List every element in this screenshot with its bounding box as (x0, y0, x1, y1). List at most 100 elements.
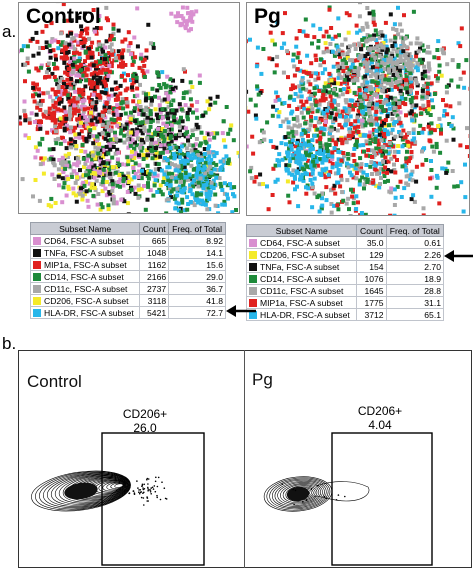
contour-divider (244, 350, 245, 568)
control-gate-name: CD206+ (122, 407, 168, 421)
table-row: MIP1a, FSC-A subset 1162 15.6 (29, 258, 226, 271)
count-cell: 3118 (139, 294, 170, 307)
subset-name: CD11c, FSC-A subset (260, 285, 344, 296)
header-count: Count (356, 224, 387, 237)
color-swatch (249, 286, 257, 295)
subset-name: CD64, FSC-A subset (260, 237, 340, 248)
subset-name: HLA-DR, FSC-A subset (44, 307, 134, 318)
subset-name: CD206, FSC-A subset (260, 249, 345, 260)
control-gate-label: CD206+ 26.0 (105, 407, 185, 435)
subset-name: HLA-DR, FSC-A subset (260, 309, 350, 320)
freq-cell: 29.0 (168, 270, 226, 283)
subset-name: TNFa, FSC-A subset (44, 247, 124, 258)
control-sample-label: Control (27, 372, 82, 391)
subset-name: CD64, FSC-A subset (44, 235, 124, 246)
pg-tsne-title: Pg (254, 5, 281, 28)
pg-tsne-scatter (247, 3, 469, 215)
pg-frequency-table: Subset Name Count Freq. of Total CD64, F… (245, 224, 445, 321)
subset-name-cell: CD206, FSC-A subset (245, 248, 358, 261)
pg-tsne-plot: Pg (246, 2, 470, 216)
count-cell: 1076 (356, 272, 387, 285)
header-freq: Freq. of Total (168, 222, 226, 235)
subset-name-cell: CD14, FSC-A subset (29, 270, 141, 283)
freq-cell: 0.61 (385, 236, 445, 249)
color-swatch (33, 260, 41, 269)
freq-cell: 31.1 (385, 296, 445, 309)
table-header-row: Subset Name Count Freq. of Total (29, 222, 226, 235)
table-row: CD11c, FSC-A subset 1645 28.8 (245, 284, 445, 297)
pg-gate-value: 4.04 (368, 418, 392, 432)
color-swatch (33, 236, 41, 245)
freq-cell: 72.7 (168, 306, 226, 319)
table-row: CD11c, FSC-A subset 2737 36.7 (29, 282, 226, 295)
pg-gate-label: CD206+ 4.04 (340, 404, 420, 432)
panel-b-label: b. (2, 334, 17, 353)
panel-a-label: a. (2, 22, 17, 41)
pg-contour-plot (263, 432, 433, 566)
count-cell: 5421 (139, 306, 170, 319)
control-tsne-title: Control (26, 5, 101, 28)
header-count: Count (139, 222, 170, 235)
subset-name-cell: HLA-DR, FSC-A subset (29, 306, 141, 319)
header-subset-name: Subset Name (29, 222, 141, 235)
color-swatch (33, 296, 41, 305)
count-cell: 154 (356, 260, 387, 273)
subset-name-cell: CD64, FSC-A subset (245, 236, 358, 249)
color-swatch (249, 250, 257, 259)
table-row: CD64, FSC-A subset 35.0 0.61 (245, 236, 445, 249)
subset-name-cell: CD64, FSC-A subset (29, 234, 141, 247)
count-cell: 665 (139, 234, 170, 247)
count-cell: 3712 (356, 308, 387, 321)
subset-name-cell: CD11c, FSC-A subset (29, 282, 141, 295)
subset-name-cell: TNFa, FSC-A subset (29, 246, 141, 259)
subset-name-cell: MIP1a, FSC-A subset (29, 258, 141, 271)
subset-name-cell: MIP1a, FSC-A subset (245, 296, 358, 309)
subset-name: MIP1a, FSC-A subset (260, 297, 343, 308)
count-cell: 35.0 (356, 236, 387, 249)
color-swatch (33, 248, 41, 257)
table-row: MIP1a, FSC-A subset 1775 31.1 (245, 296, 445, 309)
table-header-row: Subset Name Count Freq. of Total (245, 224, 445, 237)
subset-name: CD206, FSC-A subset (44, 295, 129, 306)
table-row: CD14, FSC-A subset 1076 18.9 (245, 272, 445, 285)
subset-name: CD14, FSC-A subset (44, 271, 124, 282)
subset-name-cell: HLA-DR, FSC-A subset (245, 308, 358, 321)
control-tsne-scatter (19, 3, 239, 213)
color-swatch (33, 308, 41, 317)
table-row: HLA-DR, FSC-A subset 5421 72.7 (29, 306, 226, 319)
count-cell: 1162 (139, 258, 170, 271)
pg-sample-label: Pg (252, 370, 273, 389)
table-row: HLA-DR, FSC-A subset 3712 65.1 (245, 308, 445, 321)
subset-name: CD11c, FSC-A subset (44, 283, 128, 294)
count-cell: 2737 (139, 282, 170, 295)
color-swatch (249, 262, 257, 271)
pg-gate-name: CD206+ (357, 404, 403, 418)
freq-cell: 2.70 (385, 260, 445, 273)
freq-cell: 65.1 (385, 308, 445, 321)
count-cell: 2166 (139, 270, 170, 283)
subset-name: CD14, FSC-A subset (260, 273, 340, 284)
subset-name-cell: TNFa, FSC-A subset (245, 260, 358, 273)
color-swatch (249, 274, 257, 283)
count-cell: 1645 (356, 284, 387, 297)
color-swatch (249, 310, 257, 319)
freq-cell: 18.9 (385, 272, 445, 285)
table-row: CD14, FSC-A subset 2166 29.0 (29, 270, 226, 283)
header-subset-name: Subset Name (245, 224, 358, 237)
subset-name: MIP1a, FSC-A subset (44, 259, 127, 270)
table-row: CD206, FSC-A subset 3118 41.8 (29, 294, 226, 307)
color-swatch (249, 298, 257, 307)
freq-cell: 15.6 (168, 258, 226, 271)
table-row: CD64, FSC-A subset 665 8.92 (29, 234, 226, 247)
table-row: CD206, FSC-A subset 129 2.26 (245, 248, 445, 261)
header-freq: Freq. of Total (385, 224, 445, 237)
control-frequency-table: Subset Name Count Freq. of Total CD64, F… (29, 222, 226, 319)
count-cell: 1048 (139, 246, 170, 259)
freq-cell: 8.92 (168, 234, 226, 247)
control-tsne-plot: Control (18, 2, 240, 214)
subset-name-cell: CD14, FSC-A subset (245, 272, 358, 285)
color-swatch (33, 272, 41, 281)
table-row: TNFa, FSC-A subset 154 2.70 (245, 260, 445, 273)
freq-cell: 2.26 (385, 248, 445, 261)
freq-cell: 28.8 (385, 284, 445, 297)
